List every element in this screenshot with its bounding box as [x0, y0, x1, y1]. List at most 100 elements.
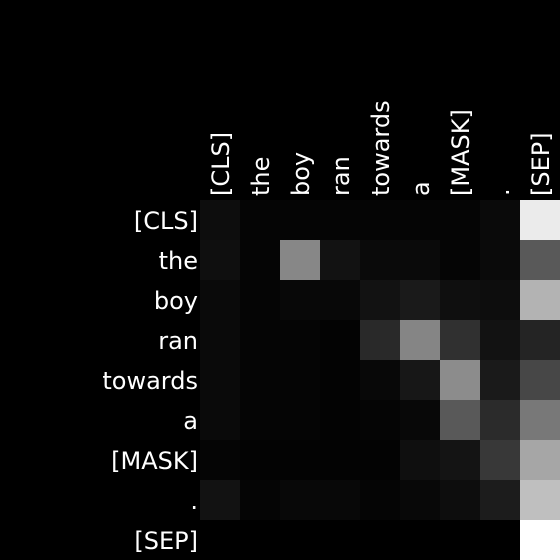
heatmap-cell-r4-c4: [360, 360, 400, 400]
heatmap-cell-r7-c1: [240, 480, 280, 520]
y-tick-labels: [CLS] the boy ran towards a [MASK]. [SEP]: [102, 207, 198, 555]
heatmap-cell-r8-c8: [520, 520, 560, 560]
heatmap-cell-r1-c7: [480, 240, 520, 280]
heatmap-cell-r5-c1: [240, 400, 280, 440]
y-tick-label: ran: [158, 327, 198, 355]
heatmap-cell-r2-c0: [200, 280, 240, 320]
heatmap-cell-r4-c3: [320, 360, 360, 400]
heatmap-cell-r2-c5: [400, 280, 440, 320]
heatmap-cell-r2-c4: [360, 280, 400, 320]
heatmap-cell-r6-c7: [480, 440, 520, 480]
heatmap-cell-r1-c2: [280, 240, 320, 280]
heatmap-cell-r2-c7: [480, 280, 520, 320]
heatmap-cell-r8-c7: [480, 520, 520, 560]
heatmap-cell-r4-c6: [440, 360, 480, 400]
heatmap-cell-r3-c8: [520, 320, 560, 360]
heatmap-cell-r3-c0: [200, 320, 240, 360]
heatmap-cell-r5-c0: [200, 400, 240, 440]
heatmap-cell-r4-c1: [240, 360, 280, 400]
heatmap-cell-r1-c3: [320, 240, 360, 280]
heatmap-cell-r6-c5: [400, 440, 440, 480]
heatmap-cell-r0-c8: [520, 200, 560, 240]
heatmap-cell-r0-c0: [200, 200, 240, 240]
x-tick-label: a: [407, 181, 435, 196]
y-tick-label: the: [159, 247, 198, 275]
heatmap-cell-r6-c1: [240, 440, 280, 480]
heatmap-cell-r1-c1: [240, 240, 280, 280]
heatmap-cell-r3-c6: [440, 320, 480, 360]
heatmap-cell-r0-c4: [360, 200, 400, 240]
heatmap-cell-r8-c6: [440, 520, 480, 560]
heatmap-cell-r5-c4: [360, 400, 400, 440]
heatmap-cell-r4-c0: [200, 360, 240, 400]
x-tick-label: towards: [367, 100, 395, 196]
heatmap-cell-r3-c7: [480, 320, 520, 360]
y-tick-label: [MASK]: [111, 447, 198, 475]
heatmap-cell-r0-c6: [440, 200, 480, 240]
heatmap-cell-r2-c8: [520, 280, 560, 320]
x-tick-label: the: [247, 157, 275, 196]
heatmap-cell-r0-c5: [400, 200, 440, 240]
x-tick-label: ran: [327, 156, 355, 196]
x-tick-label: .: [487, 188, 515, 196]
y-tick-label: boy: [154, 287, 198, 315]
heatmap-cell-r1-c6: [440, 240, 480, 280]
x-tick-label: boy: [287, 152, 315, 196]
heatmap-cell-r5-c6: [440, 400, 480, 440]
heatmap-cell-r7-c3: [320, 480, 360, 520]
heatmap-cell-r4-c5: [400, 360, 440, 400]
heatmap-cell-r2-c1: [240, 280, 280, 320]
heatmap-cell-r2-c2: [280, 280, 320, 320]
y-tick-label: [SEP]: [134, 527, 198, 555]
heatmap-cell-r4-c8: [520, 360, 560, 400]
heatmap-cell-r0-c3: [320, 200, 360, 240]
heatmap-cell-r8-c3: [320, 520, 360, 560]
heatmap-cell-r2-c3: [320, 280, 360, 320]
heatmap-cell-r5-c3: [320, 400, 360, 440]
heatmap-cell-r6-c3: [320, 440, 360, 480]
heatmap-cell-r7-c6: [440, 480, 480, 520]
heatmap-cell-r7-c7: [480, 480, 520, 520]
heatmap-cell-r3-c1: [240, 320, 280, 360]
heatmap-cell-r8-c5: [400, 520, 440, 560]
heatmap-cells: [200, 200, 560, 560]
heatmap-cell-r0-c2: [280, 200, 320, 240]
y-tick-label: .: [190, 487, 198, 515]
heatmap-cell-r7-c4: [360, 480, 400, 520]
heatmap-cell-r1-c0: [200, 240, 240, 280]
heatmap-cell-r6-c0: [200, 440, 240, 480]
heatmap-cell-r5-c5: [400, 400, 440, 440]
heatmap-cell-r6-c6: [440, 440, 480, 480]
heatmap-cell-r7-c2: [280, 480, 320, 520]
heatmap-cell-r3-c5: [400, 320, 440, 360]
heatmap-cell-r3-c4: [360, 320, 400, 360]
heatmap-cell-r4-c2: [280, 360, 320, 400]
heatmap-cell-r6-c8: [520, 440, 560, 480]
x-tick-label: [SEP]: [527, 132, 555, 196]
y-tick-label: [CLS]: [134, 207, 198, 235]
heatmap-cell-r7-c0: [200, 480, 240, 520]
y-tick-label: towards: [102, 367, 198, 395]
heatmap-cell-r1-c4: [360, 240, 400, 280]
heatmap-cell-r6-c2: [280, 440, 320, 480]
x-tick-label: [MASK]: [447, 109, 475, 196]
heatmap-cell-r8-c4: [360, 520, 400, 560]
heatmap-cell-r4-c7: [480, 360, 520, 400]
heatmap-cell-r8-c1: [240, 520, 280, 560]
heatmap-cell-r3-c3: [320, 320, 360, 360]
heatmap-cell-r0-c7: [480, 200, 520, 240]
heatmap-cell-r7-c8: [520, 480, 560, 520]
heatmap-cell-r1-c5: [400, 240, 440, 280]
x-tick-label: [CLS]: [207, 132, 235, 196]
heatmap-cell-r8-c2: [280, 520, 320, 560]
heatmap-cell-r8-c0: [200, 520, 240, 560]
heatmap-cell-r6-c4: [360, 440, 400, 480]
heatmap-cell-r0-c1: [240, 200, 280, 240]
heatmap-cell-r5-c2: [280, 400, 320, 440]
heatmap-cell-r2-c6: [440, 280, 480, 320]
heatmap-cell-r5-c7: [480, 400, 520, 440]
y-tick-label: a: [183, 407, 198, 435]
heatmap-cell-r1-c8: [520, 240, 560, 280]
heatmap-cell-r7-c5: [400, 480, 440, 520]
